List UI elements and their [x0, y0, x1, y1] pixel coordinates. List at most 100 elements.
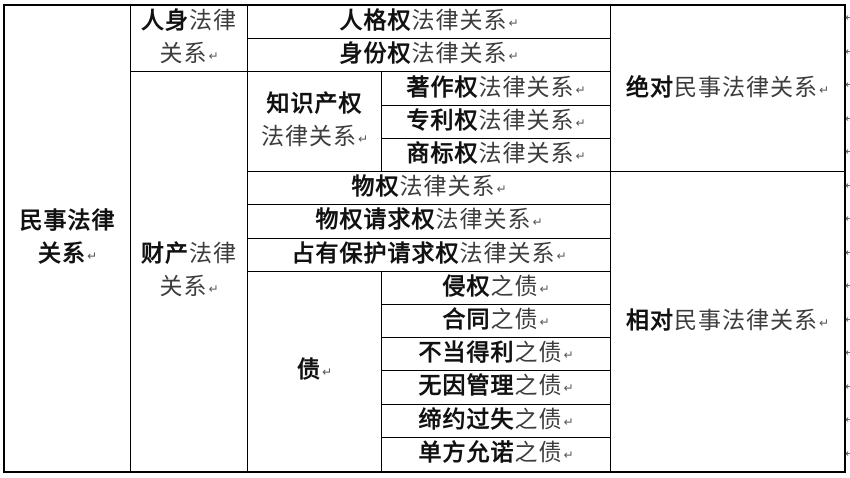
row-end-mark: ↵: [845, 45, 850, 58]
paragraph-return-mark: ↵: [508, 16, 519, 31]
cell-text-bold: 知识产权: [266, 90, 363, 117]
cell-contract-debt: 合同之债↵: [382, 304, 611, 339]
paragraph-return-mark: ↵: [563, 348, 574, 363]
cell-civil-legal-relations: 民事法律 关系↵: [5, 6, 131, 471]
cell-text-bold: 缔约过失: [418, 405, 515, 432]
cell-text-bold: 合同: [442, 306, 491, 333]
cell-text-bold: 占有保护请求权: [291, 239, 460, 266]
cell-text-regular: 之债: [490, 306, 539, 333]
cell-text-block: 占有保护请求权法律关系↵: [291, 239, 567, 271]
cell-personal-legal-relations: 人身法律关系↵: [131, 6, 248, 73]
cell-text-bold: 无因管理: [418, 372, 515, 399]
cell-text-block: 民事法律 关系↵: [20, 204, 116, 273]
row-end-mark: ↵: [845, 12, 850, 24]
cell-text-bold: 侵权: [442, 272, 491, 299]
paragraph-return-mark: ↵: [575, 115, 586, 130]
civil-law-classification-table: 民事法律 关系↵ 人身法律 关系↵ 财产法律 关系↵ 人格权法律关系↵ 身份权法律关系…: [3, 4, 846, 473]
cell-culpa-in-contrahendo-debt: 缔约过失之债↵: [382, 404, 611, 438]
paragraph-return-mark: ↵: [575, 82, 586, 97]
cell-text-regular: 之债: [514, 339, 563, 366]
cell-text-bold: 身份权: [339, 40, 412, 67]
cell-text-block: 人身法律关系↵: [141, 6, 237, 71]
cell-patent: 专利权法律关系↵: [382, 105, 611, 139]
cell-text-regular: 法律关系: [478, 139, 575, 166]
cell-text-bold: 财产: [141, 240, 189, 267]
paragraph-return-mark: ↵: [539, 281, 550, 296]
row-end-mark: ↵: [845, 347, 850, 359]
cell-text-block: 相对民事法律关系↵: [626, 304, 829, 340]
cell-text-block: 无因管理之债↵: [418, 371, 574, 403]
cell-text-regular: 法律关系: [411, 7, 508, 34]
cell-text-bold: 不当得利: [418, 339, 515, 366]
cell-text-regular: 法律关系: [478, 73, 575, 100]
row-end-mark: ↵: [845, 280, 850, 292]
row-end-mark: ↵: [845, 146, 850, 158]
paragraph-return-mark: ↵: [563, 414, 574, 429]
paragraph-return-mark: ↵: [532, 215, 543, 230]
paragraph-return-mark: ↵: [563, 448, 574, 463]
cell-identity-rights: 身份权法律关系↵: [248, 39, 611, 73]
cell-text-regular: 法律: [189, 240, 237, 267]
paragraph-return-mark: ↵: [208, 49, 219, 64]
cell-text-block: 单方允诺之债↵: [418, 438, 573, 471]
cell-text-block: 不当得利之债↵: [418, 338, 574, 370]
cell-text-bold: 物权: [351, 173, 400, 200]
row-end-mark: ↵: [845, 414, 850, 426]
paragraph-return-mark: ↵: [208, 282, 219, 297]
paragraph-return-mark: ↵: [357, 132, 369, 147]
cell-text-regular: 法律关系: [411, 40, 508, 67]
cell-text-block: 知识产权 法律关系↵: [261, 87, 368, 156]
cell-relative-civil-legal-relations: 相对民事法律关系↵: [611, 172, 844, 471]
paragraph-return-mark: ↵: [556, 248, 567, 263]
row-end-mark: ↵: [845, 213, 850, 225]
cell-text-block: 人格权法律关系↵: [339, 6, 519, 38]
cell-text-block: 专利权法律关系↵: [406, 106, 586, 138]
row-end-mark: ↵: [845, 246, 850, 259]
cell-absolute-civil-legal-relations: 绝对民事法律关系↵: [611, 6, 844, 173]
cell-text-bold: 人身: [141, 7, 189, 34]
row-end-mark: ↵: [845, 179, 850, 192]
paragraph-return-mark: ↵: [86, 249, 98, 263]
cell-text-block: 绝对民事法律关系↵: [626, 71, 829, 107]
cell-text-regular: 法律关系: [399, 173, 496, 200]
cell-trademark: 商标权法律关系↵: [382, 138, 611, 173]
paragraph-return-mark: ↵: [818, 315, 830, 330]
cell-text-block: 物权请求权法律关系↵: [315, 205, 543, 237]
cell-personality-rights: 人格权法律关系↵: [248, 6, 611, 40]
paragraph-return-mark: ↵: [563, 381, 574, 396]
cell-text-regular: 之债: [514, 439, 563, 466]
cell-property-rights: 物权法律关系↵: [248, 172, 611, 206]
cell-text-bold: 绝对: [625, 73, 674, 100]
cell-text-bold: 关系: [37, 240, 86, 266]
cell-text-regular: 民事法律关系: [673, 306, 818, 333]
cell-tort-debt: 侵权之债↵: [382, 271, 611, 305]
cell-text-block: 财产法律 关系↵: [141, 237, 237, 306]
row-end-mark: ↵: [845, 79, 850, 91]
cell-text-regular: 之债: [490, 272, 539, 299]
cell-text-bold: 单方允诺: [418, 439, 515, 466]
cell-obligations: 债↵: [248, 271, 382, 471]
cell-text-regular: 民事法律关系: [673, 73, 818, 100]
cell-text-bold: 人格权: [339, 7, 412, 34]
paragraph-return-mark: ↵: [575, 148, 586, 163]
row-end-mark: ↵: [845, 380, 850, 393]
cell-text-block: 物权法律关系↵: [351, 172, 506, 204]
cell-text-block: 著作权法律关系↵: [406, 72, 586, 104]
cell-text-regular: 之债: [514, 405, 563, 432]
cell-text-regular: 法律关系: [435, 206, 532, 233]
cell-text-bold: 物权请求权: [315, 206, 436, 233]
cell-text-block: 缔约过失之债↵: [418, 405, 574, 437]
cell-copyright: 著作权法律关系↵: [382, 72, 611, 106]
cell-text-regular: 法律: [189, 7, 237, 34]
cell-text-bold: 著作权: [406, 73, 479, 100]
cell-text-block: 身份权法律关系↵: [339, 39, 518, 71]
row-end-mark: ↵: [845, 447, 850, 460]
cell-intellectual-property: 知识产权 法律关系↵: [248, 72, 382, 173]
cell-negotiorum-gestio-debt: 无因管理之债↵: [382, 371, 611, 405]
cell-text-bold: 专利权: [406, 106, 479, 133]
cell-text-regular: 法律关系: [459, 239, 556, 266]
cell-property-claim-rights: 物权请求权法律关系↵: [248, 205, 611, 239]
cell-text-block: 商标权法律关系↵: [406, 139, 586, 171]
row-end-mark: ↵: [845, 313, 850, 326]
cell-text-regular: 关系: [159, 40, 208, 67]
